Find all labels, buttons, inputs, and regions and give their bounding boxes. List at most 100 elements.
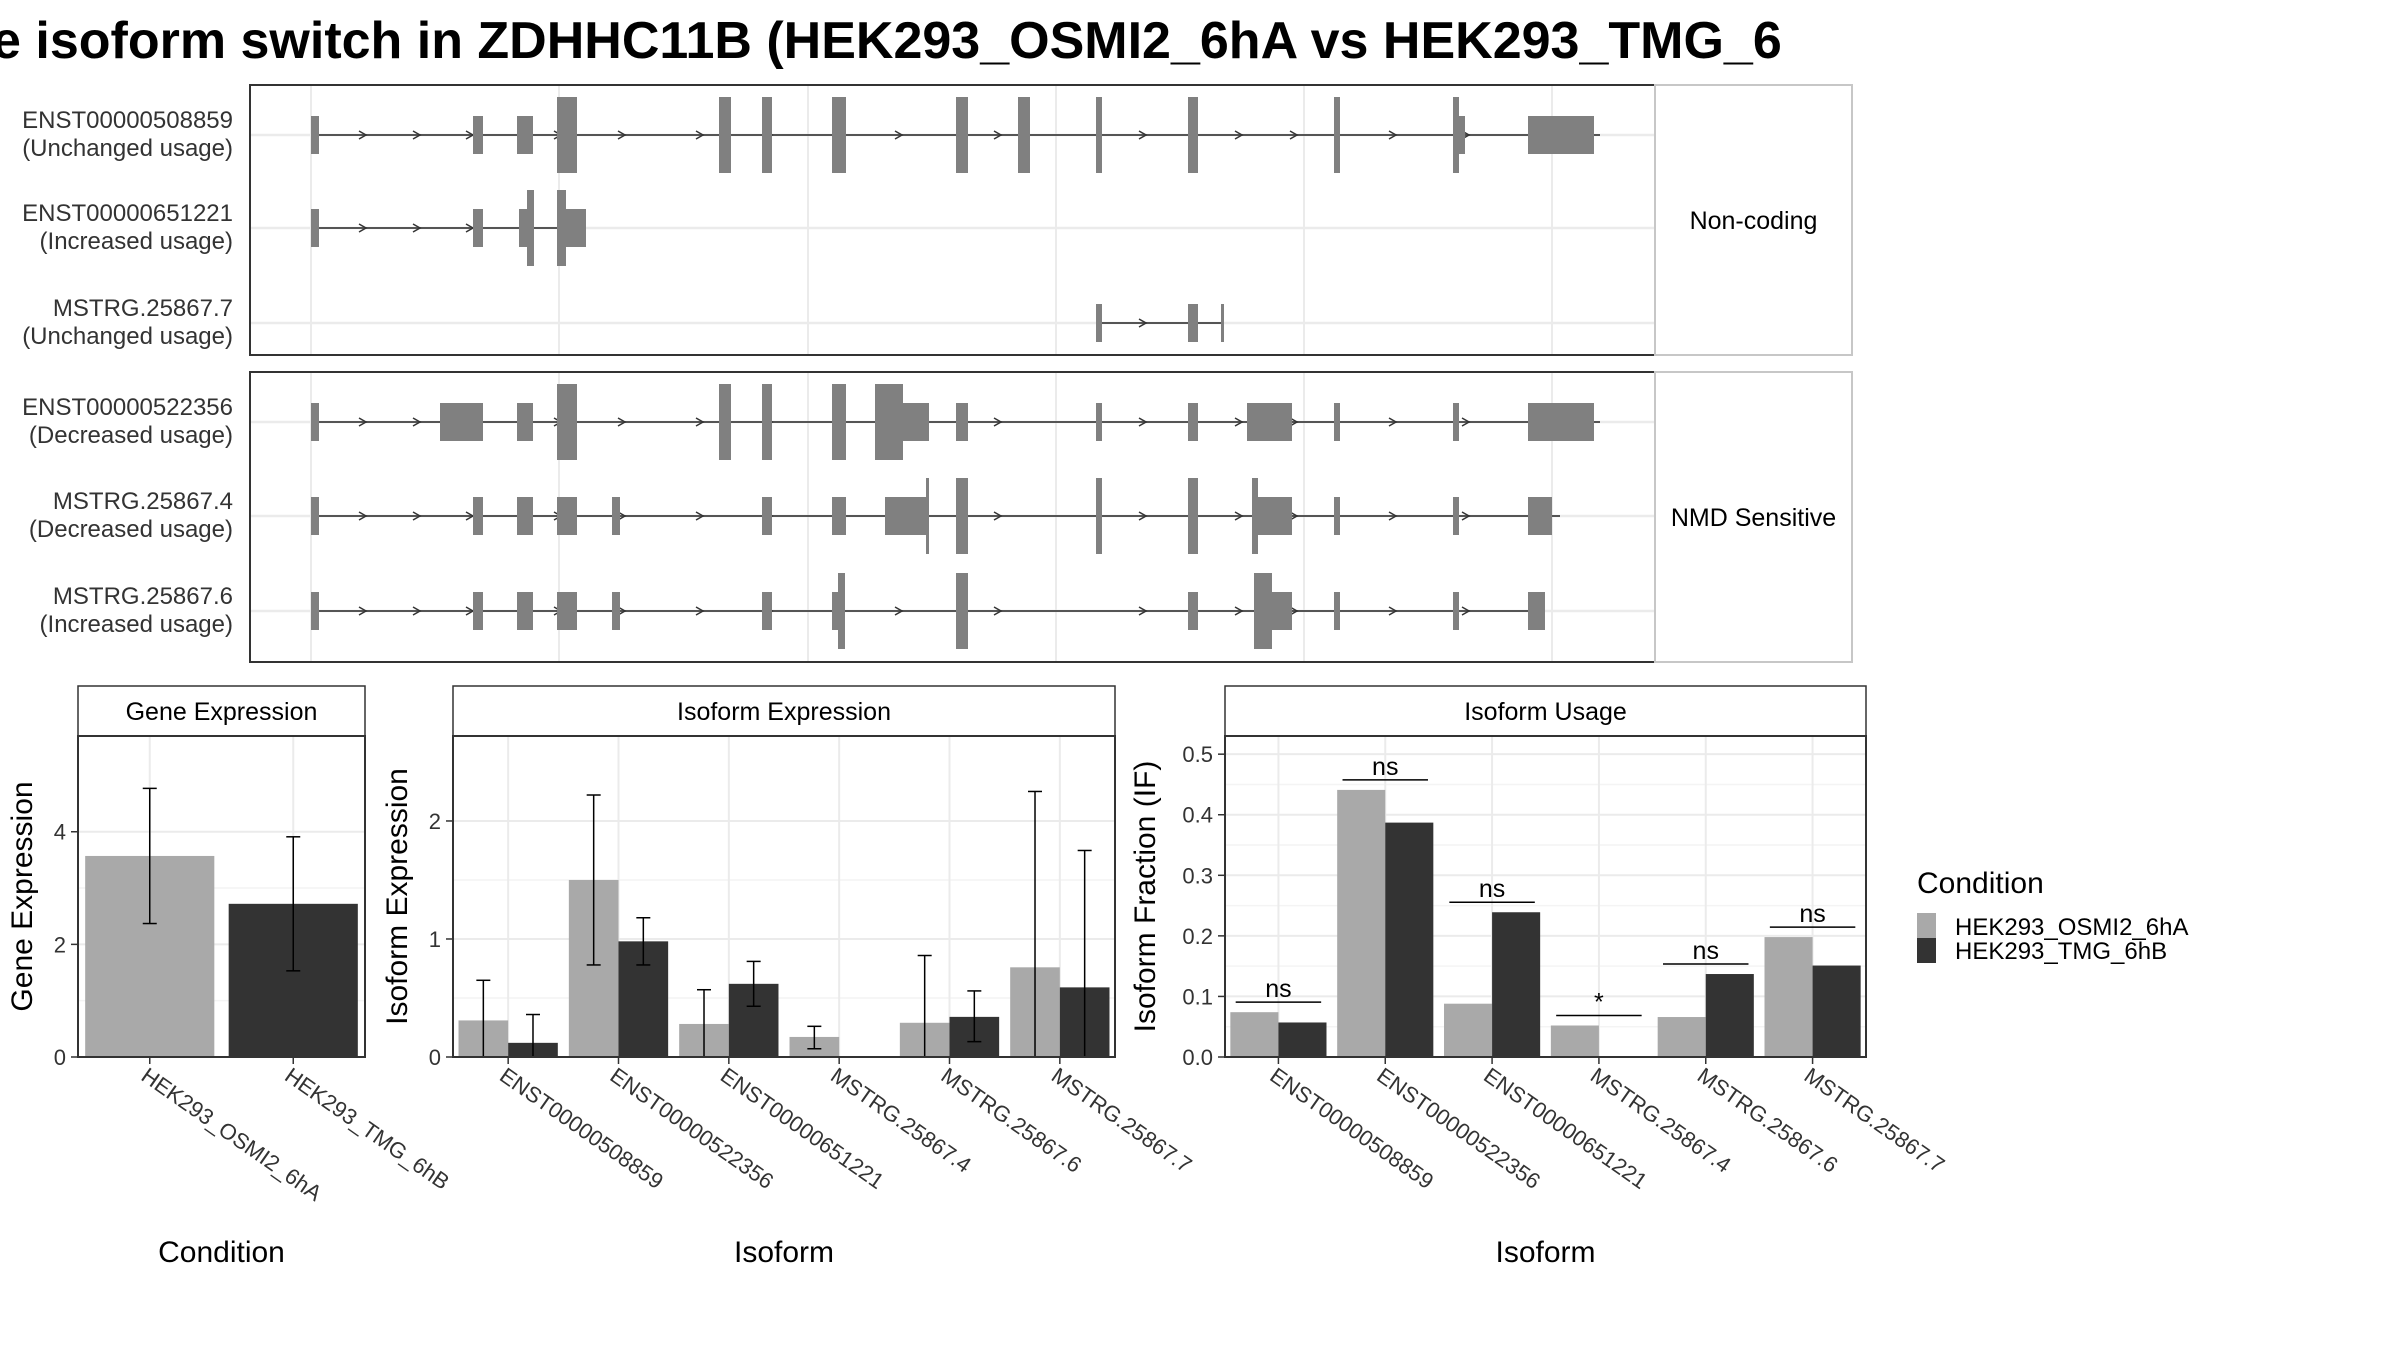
panel-strip-label: Isoform Usage bbox=[1464, 698, 1627, 726]
exon bbox=[762, 592, 772, 630]
exon bbox=[885, 497, 927, 535]
error-bar bbox=[286, 836, 301, 972]
exon bbox=[527, 190, 534, 266]
direction-arrow bbox=[358, 130, 368, 140]
transcript-mstrg-25867-4 bbox=[311, 478, 1560, 554]
exon bbox=[762, 497, 772, 535]
exon bbox=[1221, 304, 1224, 342]
direction-arrow bbox=[358, 606, 368, 616]
exon bbox=[1188, 403, 1198, 441]
condition-legend: Condition HEK293_OSMI2_6hA HEK293_TMG_6h… bbox=[1917, 867, 2188, 965]
y-tick-label: 4 bbox=[54, 820, 66, 845]
exon bbox=[517, 497, 533, 535]
exon bbox=[762, 97, 772, 173]
bar-mstrg-25867-7-hek293-tmg-6hb bbox=[1812, 965, 1861, 1057]
panel-frame bbox=[77, 735, 366, 1058]
direction-arrow bbox=[1388, 606, 1398, 616]
direction-arrow bbox=[1138, 318, 1148, 328]
panel-frame bbox=[1224, 735, 1867, 1058]
significance-label: ns bbox=[1693, 937, 1719, 965]
direction-arrow bbox=[695, 511, 705, 521]
direction-arrow bbox=[617, 130, 627, 140]
direction-arrow bbox=[1234, 417, 1244, 427]
transcript-label: ENST00000522356 bbox=[22, 394, 233, 421]
bar-enst00000651221-hek293-tmg-6hb bbox=[1492, 912, 1541, 1057]
exon bbox=[956, 97, 968, 173]
direction-arrow bbox=[1138, 606, 1148, 616]
bar-mstrg-25867-6-hek293-osmi2-6ha bbox=[1657, 1017, 1706, 1057]
usage-label: (Decreased usage) bbox=[29, 422, 233, 449]
y-tick-label: 0.0 bbox=[1182, 1045, 1213, 1070]
direction-arrow bbox=[1234, 130, 1244, 140]
significance-label: ns bbox=[1265, 975, 1291, 1003]
exon bbox=[903, 403, 929, 441]
exon bbox=[473, 592, 483, 630]
exon bbox=[875, 384, 903, 460]
direction-arrow bbox=[1289, 606, 1299, 616]
significance-label: ns bbox=[1372, 753, 1398, 781]
exon bbox=[1254, 573, 1272, 649]
y-axis-title: Gene Expression bbox=[6, 781, 39, 1011]
facet-plot-background bbox=[250, 85, 1655, 355]
direction-arrow bbox=[1388, 511, 1398, 521]
y-tick-label: 2 bbox=[54, 932, 66, 957]
exon bbox=[1453, 592, 1459, 630]
bar-mstrg-25867-7-hek293-osmi2-6ha bbox=[1764, 937, 1813, 1057]
direction-arrow bbox=[1138, 511, 1148, 521]
bar-enst00000508859-hek293-tmg-6hb bbox=[1278, 1022, 1327, 1057]
legend-swatch-osmi2 bbox=[1917, 913, 1936, 938]
facet-strip bbox=[1654, 84, 1853, 356]
direction-arrow bbox=[1461, 606, 1471, 616]
legend-label-osmi2: HEK293_OSMI2_6hA bbox=[1955, 914, 2188, 941]
legend-label-tmg: HEK293_TMG_6hB bbox=[1955, 938, 2167, 965]
direction-arrow bbox=[412, 417, 422, 427]
significance-label: * bbox=[1594, 989, 1604, 1017]
exon bbox=[1188, 97, 1198, 173]
exon bbox=[440, 403, 483, 441]
isoform-usage-panel: Isoform Usage ns ns ns * ns ns 0.0 0.1 0.2 0.3 0.4 0… bbox=[1129, 685, 1949, 1269]
panel-strip-label: Isoform Expression bbox=[677, 698, 891, 726]
bar-mstrg-25867-6-hek293-tmg-6hb bbox=[1705, 974, 1754, 1057]
exon bbox=[473, 497, 483, 535]
exon bbox=[557, 384, 577, 460]
transcript-label: MSTRG.25867.6 bbox=[53, 583, 233, 610]
direction-arrow bbox=[358, 223, 368, 233]
exon bbox=[517, 116, 533, 154]
exon bbox=[1528, 592, 1545, 630]
direction-arrow bbox=[1138, 417, 1148, 427]
y-tick-label: 0 bbox=[429, 1045, 441, 1070]
direction-arrow bbox=[1138, 130, 1148, 140]
exon bbox=[1528, 497, 1552, 535]
usage-label: (Unchanged usage) bbox=[22, 135, 233, 162]
exon bbox=[832, 497, 846, 535]
direction-arrow bbox=[617, 417, 627, 427]
exon bbox=[557, 497, 577, 535]
exon bbox=[311, 497, 319, 535]
exon bbox=[519, 209, 527, 247]
exon bbox=[1272, 592, 1292, 630]
y-tick-label: 0 bbox=[54, 1045, 66, 1070]
error-bar bbox=[142, 787, 157, 925]
direction-arrow bbox=[1388, 130, 1398, 140]
transcript-enst00000522356 bbox=[311, 384, 1600, 460]
exon bbox=[838, 573, 845, 649]
transcript-enst00000508859 bbox=[311, 97, 1600, 173]
direction-arrow bbox=[617, 606, 627, 616]
direction-arrow bbox=[993, 417, 1003, 427]
panel-background bbox=[453, 736, 1115, 1057]
exon bbox=[1096, 478, 1102, 554]
exon bbox=[473, 209, 483, 247]
direction-arrow bbox=[358, 417, 368, 427]
exon bbox=[956, 478, 968, 554]
exon bbox=[1334, 97, 1340, 173]
exon bbox=[1453, 97, 1459, 173]
x-axis-title: Isoform bbox=[734, 1236, 834, 1269]
direction-arrow bbox=[1461, 417, 1471, 427]
direction-arrow bbox=[1388, 417, 1398, 427]
exon bbox=[517, 403, 533, 441]
exon bbox=[566, 209, 586, 247]
exon bbox=[1096, 97, 1102, 173]
exon bbox=[956, 403, 968, 441]
bar-enst00000522356-hek293-tmg-6hb bbox=[1385, 822, 1434, 1057]
